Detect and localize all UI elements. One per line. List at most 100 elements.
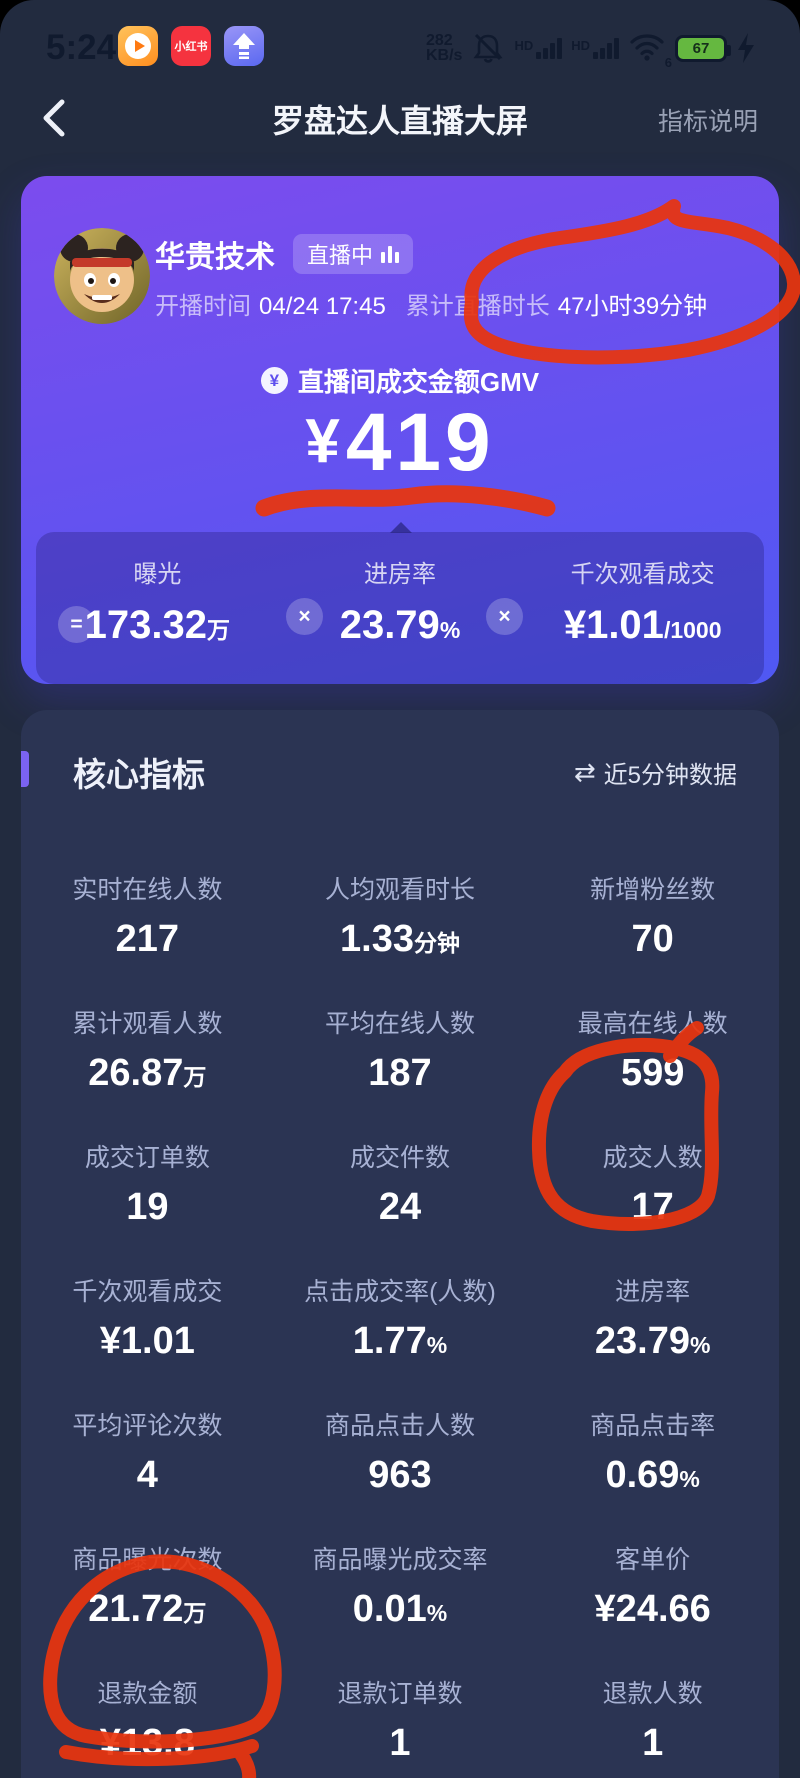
live-equalizer-icon [381,245,400,263]
nav-bar: 罗盘达人直播大屏 指标说明 [0,88,800,148]
upload-arrow-icon [233,33,255,59]
metric-value: 1.33分钟 [340,918,460,960]
metric-value: 187 [368,1052,432,1094]
xiaohongshu-app-icon: 小红书 [171,26,211,66]
metric-cell: 平均在线人数 187 [274,994,527,1128]
title-accent-bar [21,751,29,787]
metric-label: 商品曝光成交率 [312,1546,488,1574]
formula-item: 进房率 23.79% [339,561,461,647]
metric-cell: 商品点击率 0.69% [526,1396,779,1530]
metric-label: 成交订单数 [84,1144,210,1172]
metric-value: 217 [115,918,180,960]
metric-value: 24 [378,1186,422,1228]
metric-value: 963 [368,1454,432,1496]
metric-value: 1 [389,1722,411,1764]
metric-value: 19 [126,1186,169,1228]
metric-cell: 成交订单数 19 [21,1128,274,1262]
signal-sim2-icon: HD [571,37,619,59]
metric-label: 商品点击率 [590,1412,716,1440]
multiply-badge: × [286,598,323,635]
play-icon [125,33,151,59]
metric-cell: 新增粉丝数 70 [526,860,779,994]
metric-label: 商品点击人数 [324,1412,475,1440]
multiply-badge: × [486,598,523,635]
equals-badge: = [58,606,95,643]
metric-value: 1 [642,1722,664,1764]
metric-label: 客单价 [615,1546,691,1574]
metric-cell: 千次观看成交 ¥1.01 [21,1262,274,1396]
metric-cell: 商品曝光次数 21.72万 [21,1530,274,1664]
network-speed: 282 KB/s [425,32,463,64]
metric-cell: 累计观看人数 26.87万 [21,994,274,1128]
formula-item: 千次观看成交 ¥1.01/1000 [563,561,722,647]
metric-label: 累计观看人数 [72,1010,223,1038]
core-metrics-header: 核心指标 ⇄ 近5分钟数据 [21,748,779,796]
metric-cell: 商品曝光成交率 0.01% [274,1530,527,1664]
metric-help-link[interactable]: 指标说明 [657,108,758,136]
wifi6-label: 6 [664,54,672,70]
metric-label: 商品曝光次数 [72,1546,223,1574]
status-bar: 5:24 小红书 282 KB/s HD [0,22,800,74]
metric-cell: 退款金额 ¥13.8 [21,1664,274,1778]
streamer-avatar [54,228,150,324]
metric-cell: 客单价 ¥24.66 [526,1530,779,1664]
metric-value: 26.87万 [88,1052,207,1094]
metric-value: 4 [136,1454,158,1496]
metric-value: 1.77% [352,1320,448,1362]
panel-notch [390,522,412,533]
clock: 5:24 [46,28,117,67]
metric-value: 0.69% [605,1454,700,1496]
core-metrics-card: 核心指标 ⇄ 近5分钟数据 实时在线人数 217 人均观看时长 1.33分钟 新… [21,710,779,1778]
gmv-label: 直播间成交金额GMV [297,367,540,397]
metric-label: 进房率 [615,1278,691,1306]
broadcast-duration: 47小时39分钟 [557,293,708,320]
metric-label: 实时在线人数 [72,876,223,904]
start-time: 04/24 17:45 [259,293,386,320]
video-app-icon [118,26,158,66]
metric-label: 人均观看时长 [324,876,475,904]
charging-bolt-icon [738,33,754,63]
metric-cell: 成交件数 24 [274,1128,527,1262]
metric-value: 70 [631,918,674,960]
metric-label: 退款人数 [602,1680,703,1708]
streamer-name: 华贵技术 [155,241,275,274]
metric-label: 平均评论次数 [72,1412,223,1440]
metric-cell: 退款人数 1 [526,1664,779,1778]
metric-cell: 商品点击人数 963 [274,1396,527,1530]
time-range-toggle[interactable]: ⇄ 近5分钟数据 [573,756,737,789]
metric-label: 成交件数 [349,1144,450,1172]
wifi-icon: 6 [628,31,672,70]
status-indicators: 282 KB/s HD HD [426,22,756,74]
broadcast-info: 开播时间 04/24 17:45 累计直播时长 47小时39分钟 [155,293,708,320]
metric-cell: 人均观看时长 1.33分钟 [274,860,527,994]
gmv-label-row: ¥ 直播间成交金额GMV [21,362,779,399]
metric-cell: 成交人数 17 [526,1128,779,1262]
metric-value: 0.01% [352,1588,448,1630]
back-button[interactable] [34,96,78,140]
metric-cell: 平均评论次数 4 [21,1396,274,1530]
metric-value: ¥1.01 [99,1320,195,1362]
metric-label: 成交人数 [602,1144,703,1172]
metric-value: 23.79% [594,1320,711,1362]
live-status-badge: 直播中 [293,234,414,274]
gmv-value: ¥419 [305,397,495,488]
live-summary-card: 华贵技术 直播中 开播时间 04/24 17:45 累计直播时长 47小时39分钟 … [21,176,779,684]
gmv-formula-panel: = × × 曝光 173.32万 进房率 23.79% 千次观看成交 ¥1.01… [36,522,764,684]
page-title: 罗盘达人直播大屏 [271,103,528,139]
core-metrics-title: 核心指标 [73,756,205,793]
metric-label: 平均在线人数 [324,1010,475,1038]
metric-cell: 进房率 23.79% [526,1262,779,1396]
metric-cell: 实时在线人数 217 [21,860,274,994]
metric-cell: 最高在线人数 599 [526,994,779,1128]
metric-label: 千次观看成交 [72,1278,223,1306]
signal-sim1-icon: HD [514,37,563,59]
upload-app-icon [224,26,264,66]
notification-app-icons: 小红书 [118,26,264,66]
coin-icon: ¥ [260,367,288,394]
metric-label: 最高在线人数 [577,1010,728,1038]
battery-icon: 67 [675,34,731,62]
metric-cell: 退款订单数 1 [274,1664,527,1778]
metrics-grid: 实时在线人数 217 人均观看时长 1.33分钟 新增粉丝数 70 累计观看人数… [21,860,779,1778]
metric-cell: 点击成交率(人数) 1.77% [274,1262,527,1396]
